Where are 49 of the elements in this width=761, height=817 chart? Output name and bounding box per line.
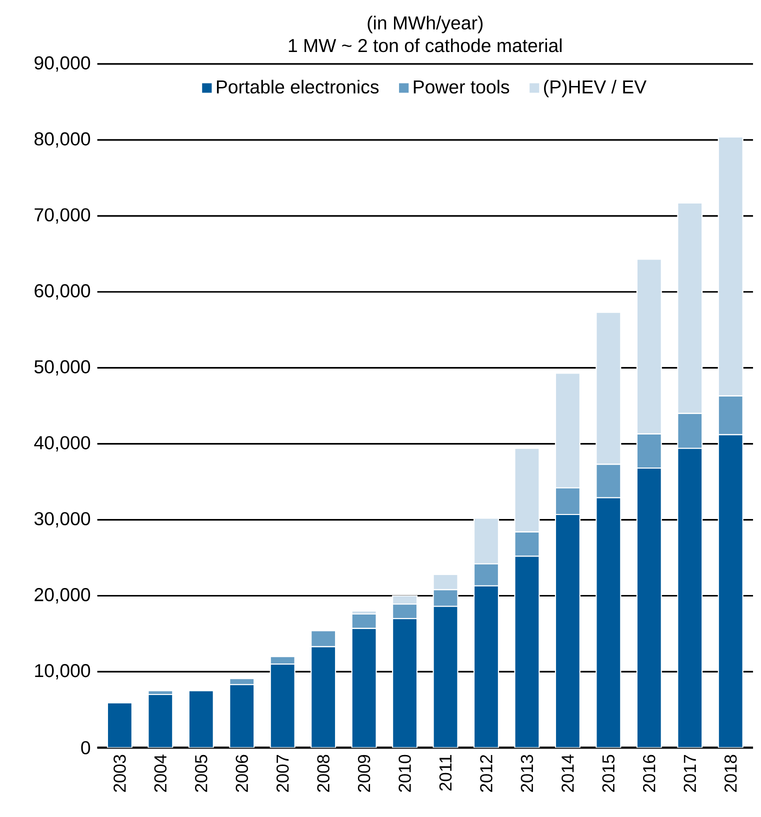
y-tick-label: 10,000 xyxy=(35,664,90,680)
bar xyxy=(718,434,744,748)
x-tick-label: 2010 xyxy=(398,754,411,792)
legend-label: Portable electronics xyxy=(216,80,379,94)
x-tick-label: 2013 xyxy=(520,754,534,792)
x-tick-label: 2011 xyxy=(439,755,452,791)
bar xyxy=(473,585,499,748)
legend-label: Power tools xyxy=(414,80,510,94)
x-tick-label: 2015 xyxy=(602,754,615,792)
bar xyxy=(270,664,296,748)
x-tick-label: 2005 xyxy=(195,754,208,792)
y-tick-label: 50,000 xyxy=(34,360,90,376)
bar xyxy=(310,646,336,748)
x-tick-label: 2007 xyxy=(276,755,289,792)
bar xyxy=(392,618,418,748)
bar xyxy=(677,448,703,748)
x-tick-label: 2009 xyxy=(358,755,370,792)
x-tick-label: 2008 xyxy=(317,754,330,792)
y-tick-label: 40,000 xyxy=(34,436,90,452)
y-tick-label: 70,000 xyxy=(34,208,90,224)
y-tick-label: 30,000 xyxy=(34,512,90,528)
chart-title: (in MWh/year) xyxy=(368,16,483,34)
x-tick-label: 2017 xyxy=(684,755,696,792)
bar xyxy=(514,556,540,748)
x-tick-label: 2003 xyxy=(114,754,126,792)
bar xyxy=(636,468,662,748)
bar xyxy=(310,630,336,648)
y-tick-label: 20,000 xyxy=(34,588,90,604)
bar xyxy=(596,497,622,748)
y-tick-label: 60,000 xyxy=(34,284,90,300)
y-tick-label: 80,000 xyxy=(34,132,90,148)
x-tick-label: 2016 xyxy=(643,754,656,792)
bar xyxy=(432,606,458,748)
x-tick-label: 2006 xyxy=(236,754,248,792)
bar xyxy=(148,694,174,748)
bar xyxy=(188,690,214,748)
bar xyxy=(351,628,377,748)
y-tick-label: 90,000 xyxy=(34,56,90,72)
legend-label: (P)HEV / EV xyxy=(544,80,646,98)
bar xyxy=(106,702,132,748)
bar xyxy=(351,613,377,629)
y-tick-label: 0 xyxy=(81,741,90,754)
x-tick-label: 2014 xyxy=(562,754,574,792)
x-tick-label: 2012 xyxy=(480,755,492,792)
x-tick-label: 2004 xyxy=(154,754,167,792)
x-tick-label: 2018 xyxy=(724,754,737,792)
bar xyxy=(229,684,255,748)
chart-subtitle: 1 MW ~ 2 ton of cathode material xyxy=(288,38,562,52)
bar xyxy=(554,514,580,748)
